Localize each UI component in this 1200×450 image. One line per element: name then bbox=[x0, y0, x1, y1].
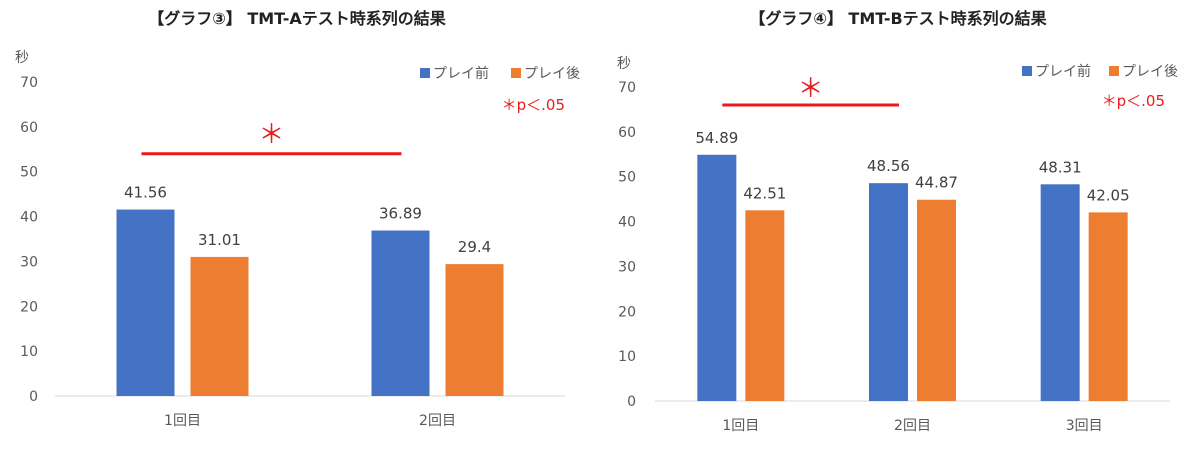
legend-label-2: プレイ後 bbox=[1122, 64, 1178, 80]
x-category-label: 2回目 bbox=[894, 418, 931, 434]
y-tick-label: 0 bbox=[29, 389, 38, 405]
x-category-label: 2回目 bbox=[419, 413, 456, 429]
bar-after-3 bbox=[1088, 212, 1128, 401]
data-label: 36.89 bbox=[379, 205, 422, 223]
significance-note: ＊p＜.05 bbox=[502, 96, 565, 114]
y-tick-label: 10 bbox=[618, 349, 636, 365]
x-category-label: 1回目 bbox=[722, 418, 759, 434]
bar-before-1 bbox=[697, 154, 737, 401]
legend-swatch-2 bbox=[511, 68, 521, 78]
y-tick-label: 60 bbox=[618, 125, 636, 141]
chart-title: 【グラフ③】 TMT-Aテスト時系列の結果 bbox=[148, 9, 446, 28]
data-label: 44.87 bbox=[915, 174, 958, 192]
y-tick-label: 20 bbox=[618, 304, 636, 320]
y-tick-label: 70 bbox=[618, 80, 636, 96]
data-label: 42.05 bbox=[1087, 186, 1130, 204]
significance-star: ＊ bbox=[258, 120, 284, 150]
y-tick-label: 30 bbox=[618, 259, 636, 275]
bar-before-2 bbox=[869, 183, 908, 401]
legend-swatch-1 bbox=[420, 68, 430, 78]
significance-note: ＊p＜.05 bbox=[1102, 92, 1165, 110]
y-tick-label: 60 bbox=[20, 120, 38, 136]
bar-before-1 bbox=[116, 209, 175, 396]
data-label: 48.56 bbox=[867, 157, 910, 175]
y-tick-label: 70 bbox=[20, 75, 38, 91]
bar-after-2 bbox=[917, 199, 956, 401]
y-axis-unit-label: 秒 bbox=[15, 50, 29, 66]
legend-swatch-1 bbox=[1022, 66, 1032, 76]
y-tick-label: 10 bbox=[20, 344, 38, 360]
y-tick-label: 40 bbox=[20, 210, 38, 226]
legend-label-2: プレイ後 bbox=[524, 66, 580, 82]
data-label: 41.56 bbox=[124, 184, 167, 202]
data-label: 48.31 bbox=[1039, 158, 1082, 176]
data-label: 42.51 bbox=[743, 184, 786, 202]
data-label: 54.89 bbox=[695, 129, 738, 147]
y-tick-label: 30 bbox=[20, 254, 38, 270]
bar-before-3 bbox=[1040, 184, 1080, 401]
x-category-label: 1回目 bbox=[164, 413, 201, 429]
y-axis-unit-label: 秒 bbox=[617, 56, 631, 72]
y-tick-label: 50 bbox=[20, 165, 38, 181]
y-tick-label: 20 bbox=[20, 299, 38, 315]
bar-before-2 bbox=[371, 230, 430, 396]
bar-after-1 bbox=[190, 256, 249, 396]
legend-swatch-2 bbox=[1109, 66, 1119, 76]
legend-label-1: プレイ前 bbox=[1035, 63, 1091, 80]
chart-title: 【グラフ④】 TMT-Bテスト時系列の結果 bbox=[749, 9, 1046, 28]
bar-after-2 bbox=[445, 264, 504, 396]
data-label: 31.01 bbox=[198, 231, 241, 249]
x-category-label: 3回目 bbox=[1066, 418, 1103, 434]
significance-star: ＊ bbox=[798, 74, 824, 104]
y-tick-label: 0 bbox=[627, 394, 636, 410]
bar-after-1 bbox=[745, 210, 785, 401]
legend-label-1: プレイ前 bbox=[433, 65, 489, 82]
data-label: 29.4 bbox=[458, 238, 491, 256]
y-tick-label: 50 bbox=[618, 170, 636, 186]
y-tick-label: 40 bbox=[618, 215, 636, 231]
